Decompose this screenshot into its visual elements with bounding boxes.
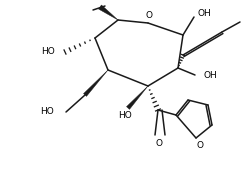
Text: HO: HO	[40, 108, 54, 117]
Polygon shape	[126, 86, 148, 109]
Text: O: O	[196, 141, 204, 151]
Polygon shape	[84, 70, 108, 96]
Text: HO: HO	[41, 48, 55, 57]
Text: OH: OH	[203, 70, 217, 80]
Polygon shape	[98, 5, 118, 20]
Text: HO: HO	[118, 112, 132, 121]
Text: O: O	[156, 139, 162, 148]
Text: OH: OH	[197, 9, 211, 18]
Text: O: O	[146, 11, 152, 21]
